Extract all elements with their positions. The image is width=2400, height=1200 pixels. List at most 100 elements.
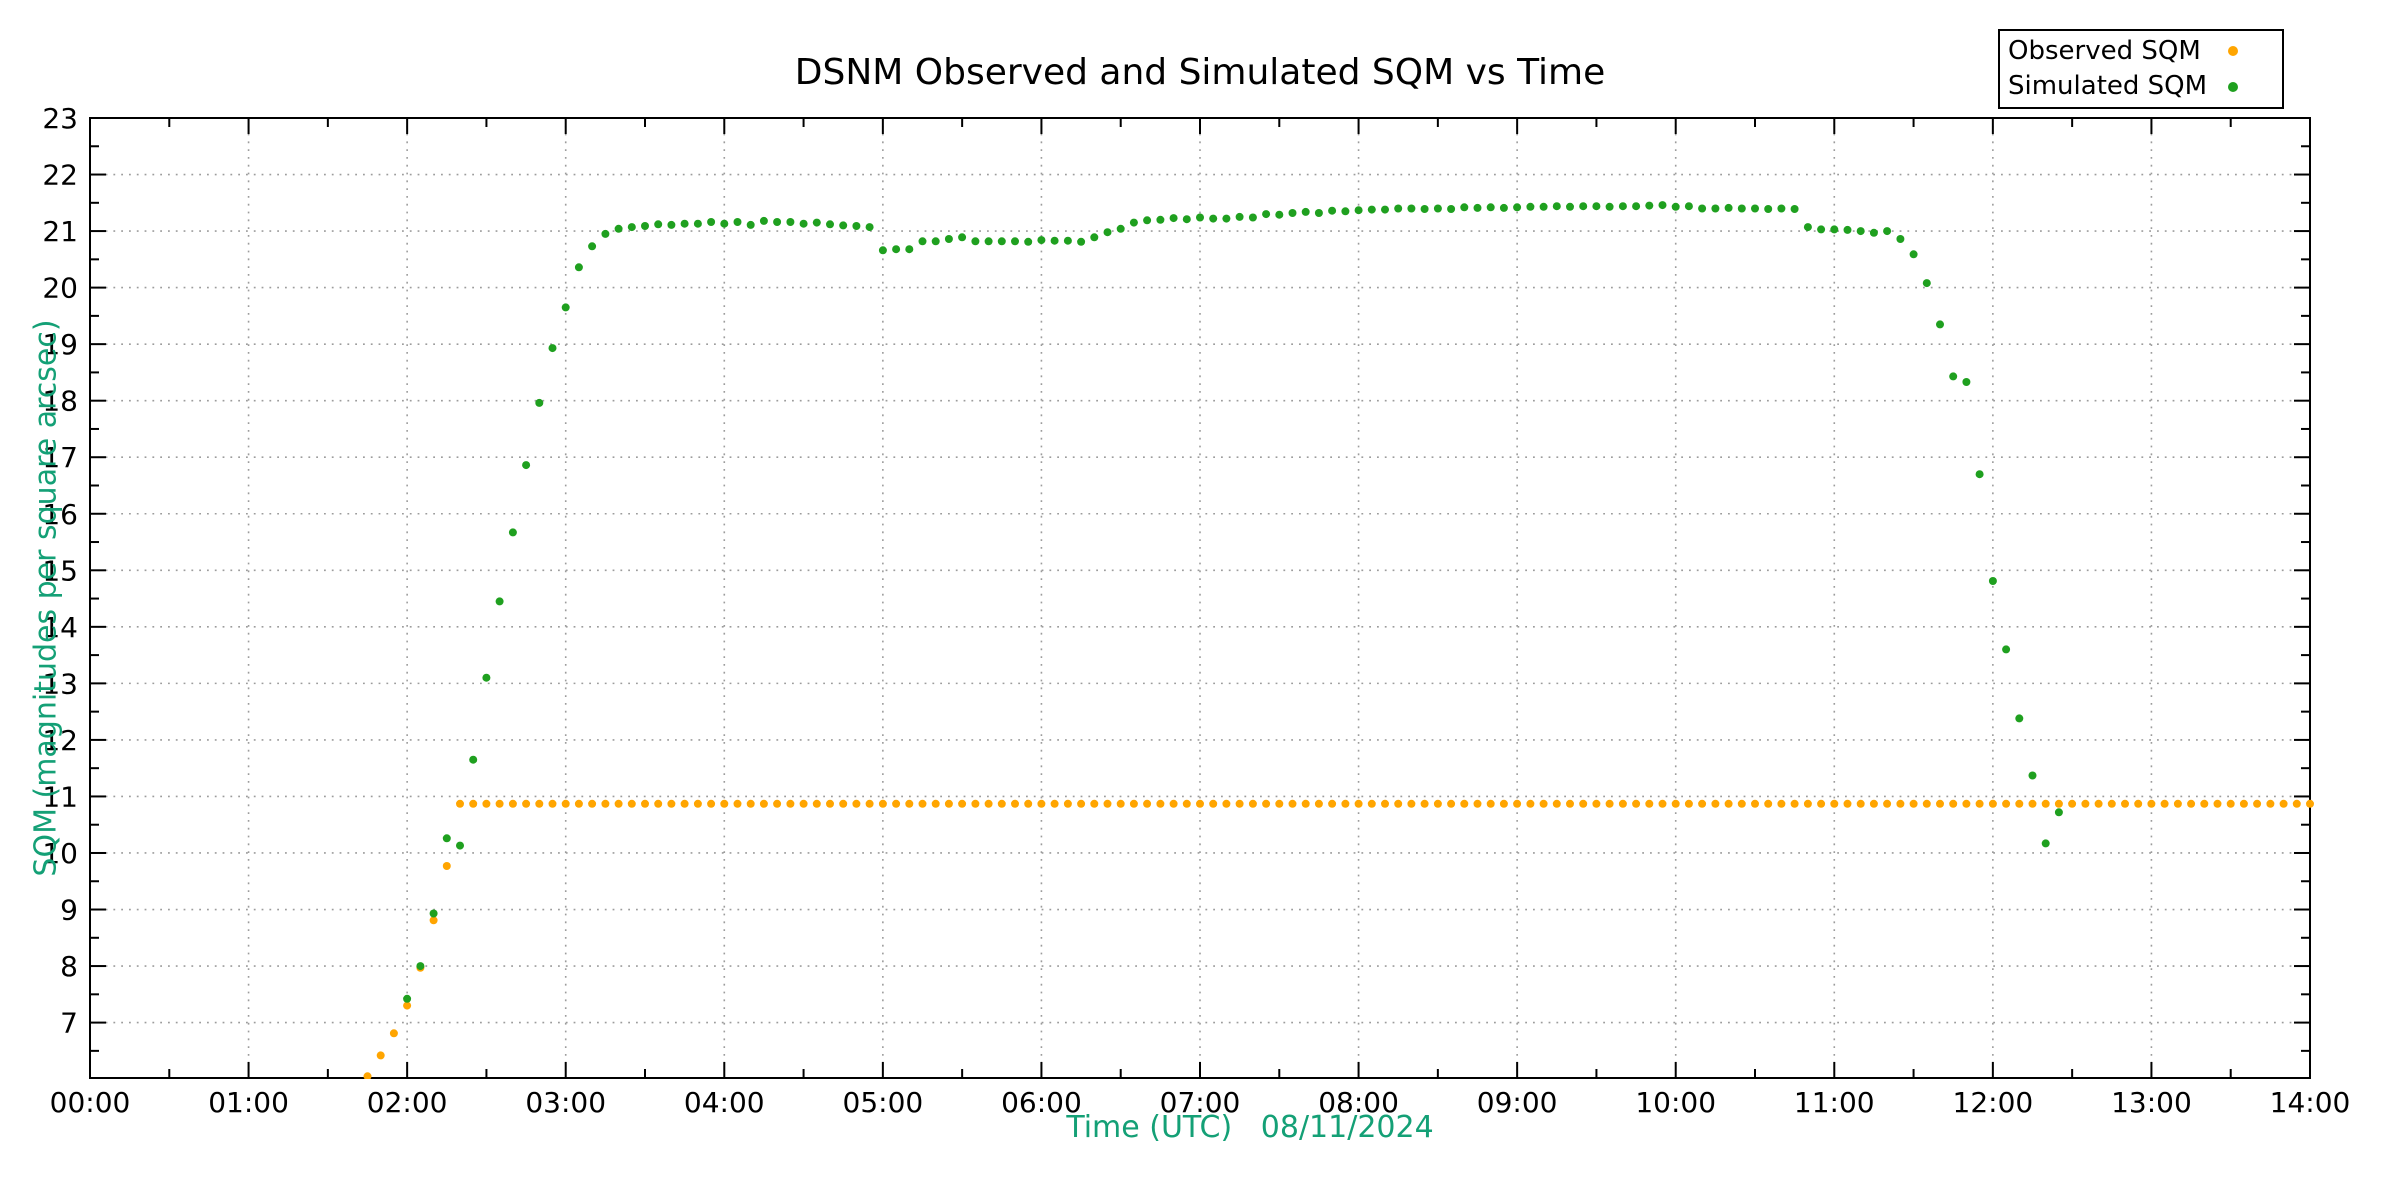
data-point (1222, 214, 1231, 223)
data-point (1803, 223, 1812, 232)
data-point (1909, 250, 1918, 259)
y-tick-label: 9 (60, 894, 78, 927)
data-point (2266, 799, 2275, 808)
data-point (1499, 799, 1508, 808)
data-point (1301, 207, 1310, 216)
plot-border (89, 117, 2311, 1079)
data-point (1856, 227, 1865, 236)
data-point (878, 246, 887, 255)
data-point (1724, 203, 1733, 212)
y-axis-title: SQM (magnitudes per square arcsec) (28, 319, 64, 877)
data-point (1922, 799, 1931, 808)
data-point (2147, 799, 2156, 808)
data-point (1790, 799, 1799, 808)
data-point (1407, 204, 1416, 213)
data-point (1367, 205, 1376, 214)
data-point (1116, 224, 1125, 233)
data-point (786, 799, 795, 808)
data-point (1513, 203, 1522, 212)
x-tick-label: 02:00 (367, 1086, 448, 1119)
data-point (1869, 228, 1878, 237)
x-tick-label: 06:00 (1001, 1086, 1082, 1119)
data-point (1592, 799, 1601, 808)
x-tick-label: 00:00 (50, 1086, 131, 1119)
data-point (1341, 799, 1350, 808)
data-point (482, 673, 491, 682)
data-point (1262, 210, 1271, 219)
data-point (1737, 204, 1746, 213)
data-point (1156, 799, 1165, 808)
data-point (522, 799, 531, 808)
data-point (1856, 799, 1865, 808)
data-point (1962, 378, 1971, 386)
observed-marker-icon (2228, 46, 2238, 57)
data-point (1090, 799, 1099, 808)
data-point (720, 219, 729, 228)
tick-marks (89, 117, 2311, 1078)
data-point (1473, 799, 1482, 808)
data-point (403, 1001, 412, 1010)
data-point (773, 799, 782, 808)
data-point (759, 216, 768, 225)
x-tick-label: 03:00 (525, 1086, 606, 1119)
x-tick-label: 04:00 (684, 1086, 765, 1119)
data-point (839, 221, 848, 230)
data-point (2134, 799, 2143, 808)
data-point (1103, 799, 1112, 808)
data-point (773, 218, 782, 226)
data-point (799, 219, 808, 228)
data-point (839, 799, 848, 808)
data-point (1936, 799, 1944, 808)
data-point (574, 799, 583, 808)
data-point (2107, 799, 2116, 808)
data-point (1394, 799, 1403, 808)
data-point (495, 799, 504, 808)
data-point (1262, 799, 1271, 808)
data-point (1711, 204, 1720, 213)
data-point (1275, 799, 1284, 808)
data-point (733, 799, 742, 808)
data-point (1566, 799, 1574, 808)
data-point (2028, 771, 2037, 780)
data-point (680, 799, 689, 808)
data-point (1539, 799, 1548, 808)
y-tick-label: 18 (42, 385, 78, 418)
x-tick-label: 13:00 (2111, 1086, 2192, 1119)
data-point (2041, 799, 2050, 808)
data-point (1301, 799, 1310, 808)
data-point (1354, 799, 1363, 808)
data-point (759, 799, 768, 808)
data-point (1288, 209, 1297, 217)
data-point (892, 799, 901, 808)
data-point (1182, 799, 1191, 808)
data-point (1024, 799, 1033, 808)
data-point (746, 799, 755, 808)
x-axis-title: Time (UTC) 08/11/2024 (1066, 1110, 1434, 1145)
data-point (1288, 799, 1297, 808)
data-point (786, 218, 795, 226)
data-point (1063, 799, 1072, 808)
x-tick-label: 01:00 (208, 1086, 289, 1119)
data-point (971, 799, 980, 808)
data-point (1552, 202, 1561, 211)
data-point (1328, 799, 1337, 808)
legend-label-observed: Observed SQM (2008, 35, 2201, 66)
data-point (1698, 204, 1707, 213)
data-point (1209, 799, 1218, 808)
data-point (746, 220, 755, 229)
data-point (707, 799, 716, 808)
y-tick-label: 14 (42, 611, 78, 644)
data-point (1909, 799, 1918, 808)
y-tick-label: 17 (42, 441, 78, 474)
data-point (535, 799, 544, 808)
data-point (1077, 799, 1086, 808)
data-point (2015, 799, 2024, 808)
data-point (1684, 799, 1693, 808)
data-point (535, 398, 544, 407)
data-point (852, 222, 861, 230)
data-point (1579, 202, 1588, 211)
data-point (1883, 227, 1892, 236)
data-point (1975, 470, 1984, 479)
data-point (1381, 205, 1389, 214)
